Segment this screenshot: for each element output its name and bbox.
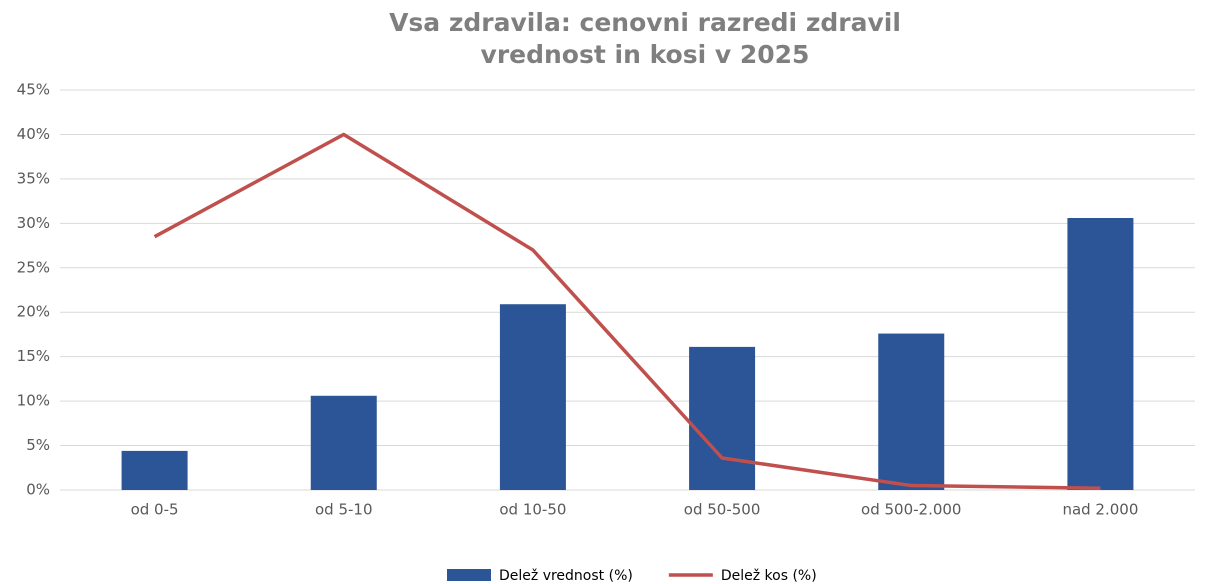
- y-tick-label: 15%: [17, 347, 50, 365]
- x-tick-label: od 0-5: [131, 501, 179, 519]
- x-tick-label: nad 2.000: [1062, 501, 1138, 519]
- legend-label: Delež kos (%): [721, 568, 817, 584]
- bar: [878, 333, 945, 490]
- y-tick-label: 40%: [17, 125, 50, 143]
- y-tick-label: 20%: [17, 303, 50, 321]
- y-tick-label: 45%: [17, 81, 50, 99]
- x-tick-label: od 10-50: [499, 501, 566, 519]
- legend-label: Delež vrednost (%): [499, 568, 633, 584]
- line: [153, 132, 1101, 490]
- x-tick-label: od 5-10: [315, 501, 373, 519]
- x-tick-label: od 500-2.000: [861, 501, 961, 519]
- bar: [1067, 218, 1134, 490]
- y-tick-label: 0%: [26, 481, 50, 499]
- y-tick-label: 5%: [26, 436, 50, 454]
- x-tick-label: od 50-500: [684, 501, 761, 519]
- bar: [689, 346, 756, 490]
- bar: [499, 304, 566, 490]
- y-tick-label: 30%: [17, 214, 50, 232]
- y-tick-label: 25%: [17, 258, 50, 276]
- legend-swatch: [447, 569, 491, 581]
- chart-title: Vsa zdravila: cenovni razredi zdravil: [389, 8, 901, 37]
- y-tick-label: 10%: [17, 392, 50, 410]
- y-tick-label: 35%: [17, 169, 50, 187]
- bar: [121, 450, 188, 490]
- bar: [310, 395, 377, 490]
- chart-title: vrednost in kosi v 2025: [481, 40, 810, 69]
